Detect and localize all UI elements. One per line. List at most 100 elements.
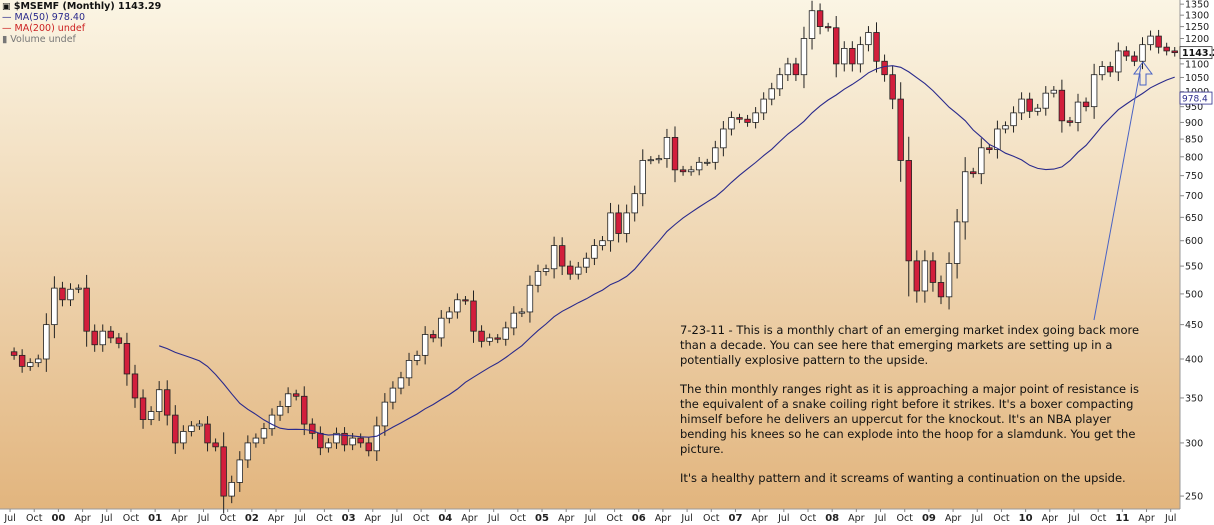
- candle-up: [35, 358, 42, 364]
- x-axis-panel: [0, 509, 1214, 525]
- candle-up: [994, 128, 1001, 150]
- candle-down: [59, 287, 66, 301]
- x-tick-label: Apr: [74, 513, 91, 524]
- y-tick-label: 1100: [1185, 59, 1209, 70]
- y-tick-label: 700: [1185, 191, 1203, 202]
- candle-down: [986, 147, 993, 150]
- candle-down: [1066, 120, 1074, 123]
- annotation-paragraph-2: The thin monthly ranges right as it is a…: [680, 382, 1139, 456]
- x-tick-label: Apr: [461, 513, 478, 524]
- candle-up: [687, 169, 695, 173]
- x-tick-label: 01: [148, 513, 162, 524]
- candle-up: [1090, 74, 1098, 108]
- x-tick-label: Oct: [703, 513, 720, 524]
- candle-up: [631, 193, 638, 214]
- x-tick-label: 02: [245, 513, 259, 524]
- annotation-arrow-group: [1093, 61, 1153, 321]
- candle-down: [937, 282, 945, 298]
- candle-up: [180, 431, 187, 444]
- candle-down: [164, 389, 171, 416]
- candle-up: [1018, 98, 1025, 114]
- candle-up: [591, 245, 598, 259]
- candle-up: [720, 128, 727, 149]
- price-label: 1143.2: [1182, 48, 1214, 59]
- candle-up: [43, 324, 50, 360]
- candle-up: [75, 287, 82, 290]
- candle-up: [542, 268, 550, 272]
- x-tick-label: Jul: [197, 513, 209, 524]
- candle-up: [260, 428, 268, 439]
- candle-up: [961, 171, 969, 223]
- x-tick-label: Oct: [897, 513, 914, 524]
- legend-volume: ▮ Volume undef: [2, 34, 76, 45]
- candle-up: [389, 387, 397, 403]
- y-tick-label: 250: [1185, 492, 1203, 503]
- candle-up: [397, 377, 405, 389]
- y-tick-labels: 250 300 350 400 450 500 550 600 650 700 750 800 850 9…: [1180, 0, 1209, 503]
- candle-up: [446, 311, 453, 319]
- candle-up: [623, 212, 630, 234]
- candle-down: [212, 442, 219, 448]
- candle-up: [704, 161, 711, 164]
- x-tick-label: Jul: [390, 513, 402, 524]
- candle-up: [1147, 35, 1154, 46]
- x-tick-label: Oct: [219, 513, 236, 524]
- x-tick-label: Oct: [993, 513, 1010, 524]
- candle-up: [438, 317, 445, 339]
- candle-up: [550, 245, 558, 270]
- candle-down: [671, 136, 679, 171]
- y-tick-label: 1300: [1185, 11, 1209, 22]
- y-axis-panel: [1180, 0, 1214, 509]
- candle-up: [760, 98, 767, 114]
- candle-up: [252, 437, 260, 444]
- x-tick-label: Oct: [510, 513, 527, 524]
- candle-down: [462, 299, 469, 302]
- y-tick-label: 1350: [1185, 0, 1209, 11]
- candle-up: [51, 287, 58, 326]
- x-tick-label: Jul: [100, 513, 112, 524]
- legend-volume-swatch: ▮: [2, 34, 8, 45]
- candle-up: [575, 266, 582, 275]
- x-tick-label: 10: [1019, 513, 1033, 524]
- candle-up: [526, 284, 534, 313]
- x-tick-label: 04: [438, 513, 452, 524]
- x-tick-label: Oct: [316, 513, 333, 524]
- ma50-line-group: [159, 65, 1175, 438]
- candle-up: [325, 442, 332, 449]
- candle-up: [1010, 112, 1017, 127]
- candle-up: [857, 44, 864, 65]
- candle-up: [99, 330, 106, 346]
- candle-down: [18, 354, 26, 367]
- candle-down: [301, 395, 308, 425]
- candle-up: [196, 423, 203, 427]
- legend-title-text: $MSEMF (Monthly) 1143.29: [13, 1, 162, 12]
- x-tick-label: 05: [535, 513, 549, 524]
- candle-down: [913, 260, 921, 292]
- annotation-paragraph-1: 7-23-11 - This is a monthly chart of an …: [680, 323, 1140, 367]
- x-tick-label: Oct: [800, 513, 817, 524]
- candle-up: [333, 432, 340, 444]
- candle-up: [284, 393, 292, 407]
- candle-down: [430, 334, 437, 339]
- legend-ma50: — MA(50) 978.40: [2, 12, 85, 23]
- candle-down: [309, 423, 316, 434]
- x-tick-label: Jul: [680, 513, 692, 524]
- candle-down: [10, 351, 18, 356]
- candle-up: [599, 240, 606, 247]
- legend-ma200: — MA(200) undef: [2, 23, 85, 34]
- y-tick-label: 350: [1185, 393, 1203, 404]
- candle-up: [147, 411, 155, 420]
- candle-up: [768, 88, 775, 100]
- legend-title: ▣ $MSEMF (Monthly) 1143.29: [2, 1, 161, 13]
- annotation-paragraph-3: It's a healthy pattern and it screams of…: [680, 471, 1126, 485]
- candle-up: [236, 459, 243, 483]
- legend-ma50-swatch: —: [2, 12, 12, 23]
- candle-down: [873, 32, 880, 62]
- price-label-box: [1179, 46, 1213, 60]
- x-tick-label: Jul: [487, 513, 499, 524]
- candle-up: [421, 334, 429, 356]
- y-tick-label: 800: [1185, 152, 1203, 163]
- candle-down: [470, 300, 477, 332]
- x-tick-label: 07: [728, 513, 742, 524]
- x-tick-label: Jul: [874, 513, 886, 524]
